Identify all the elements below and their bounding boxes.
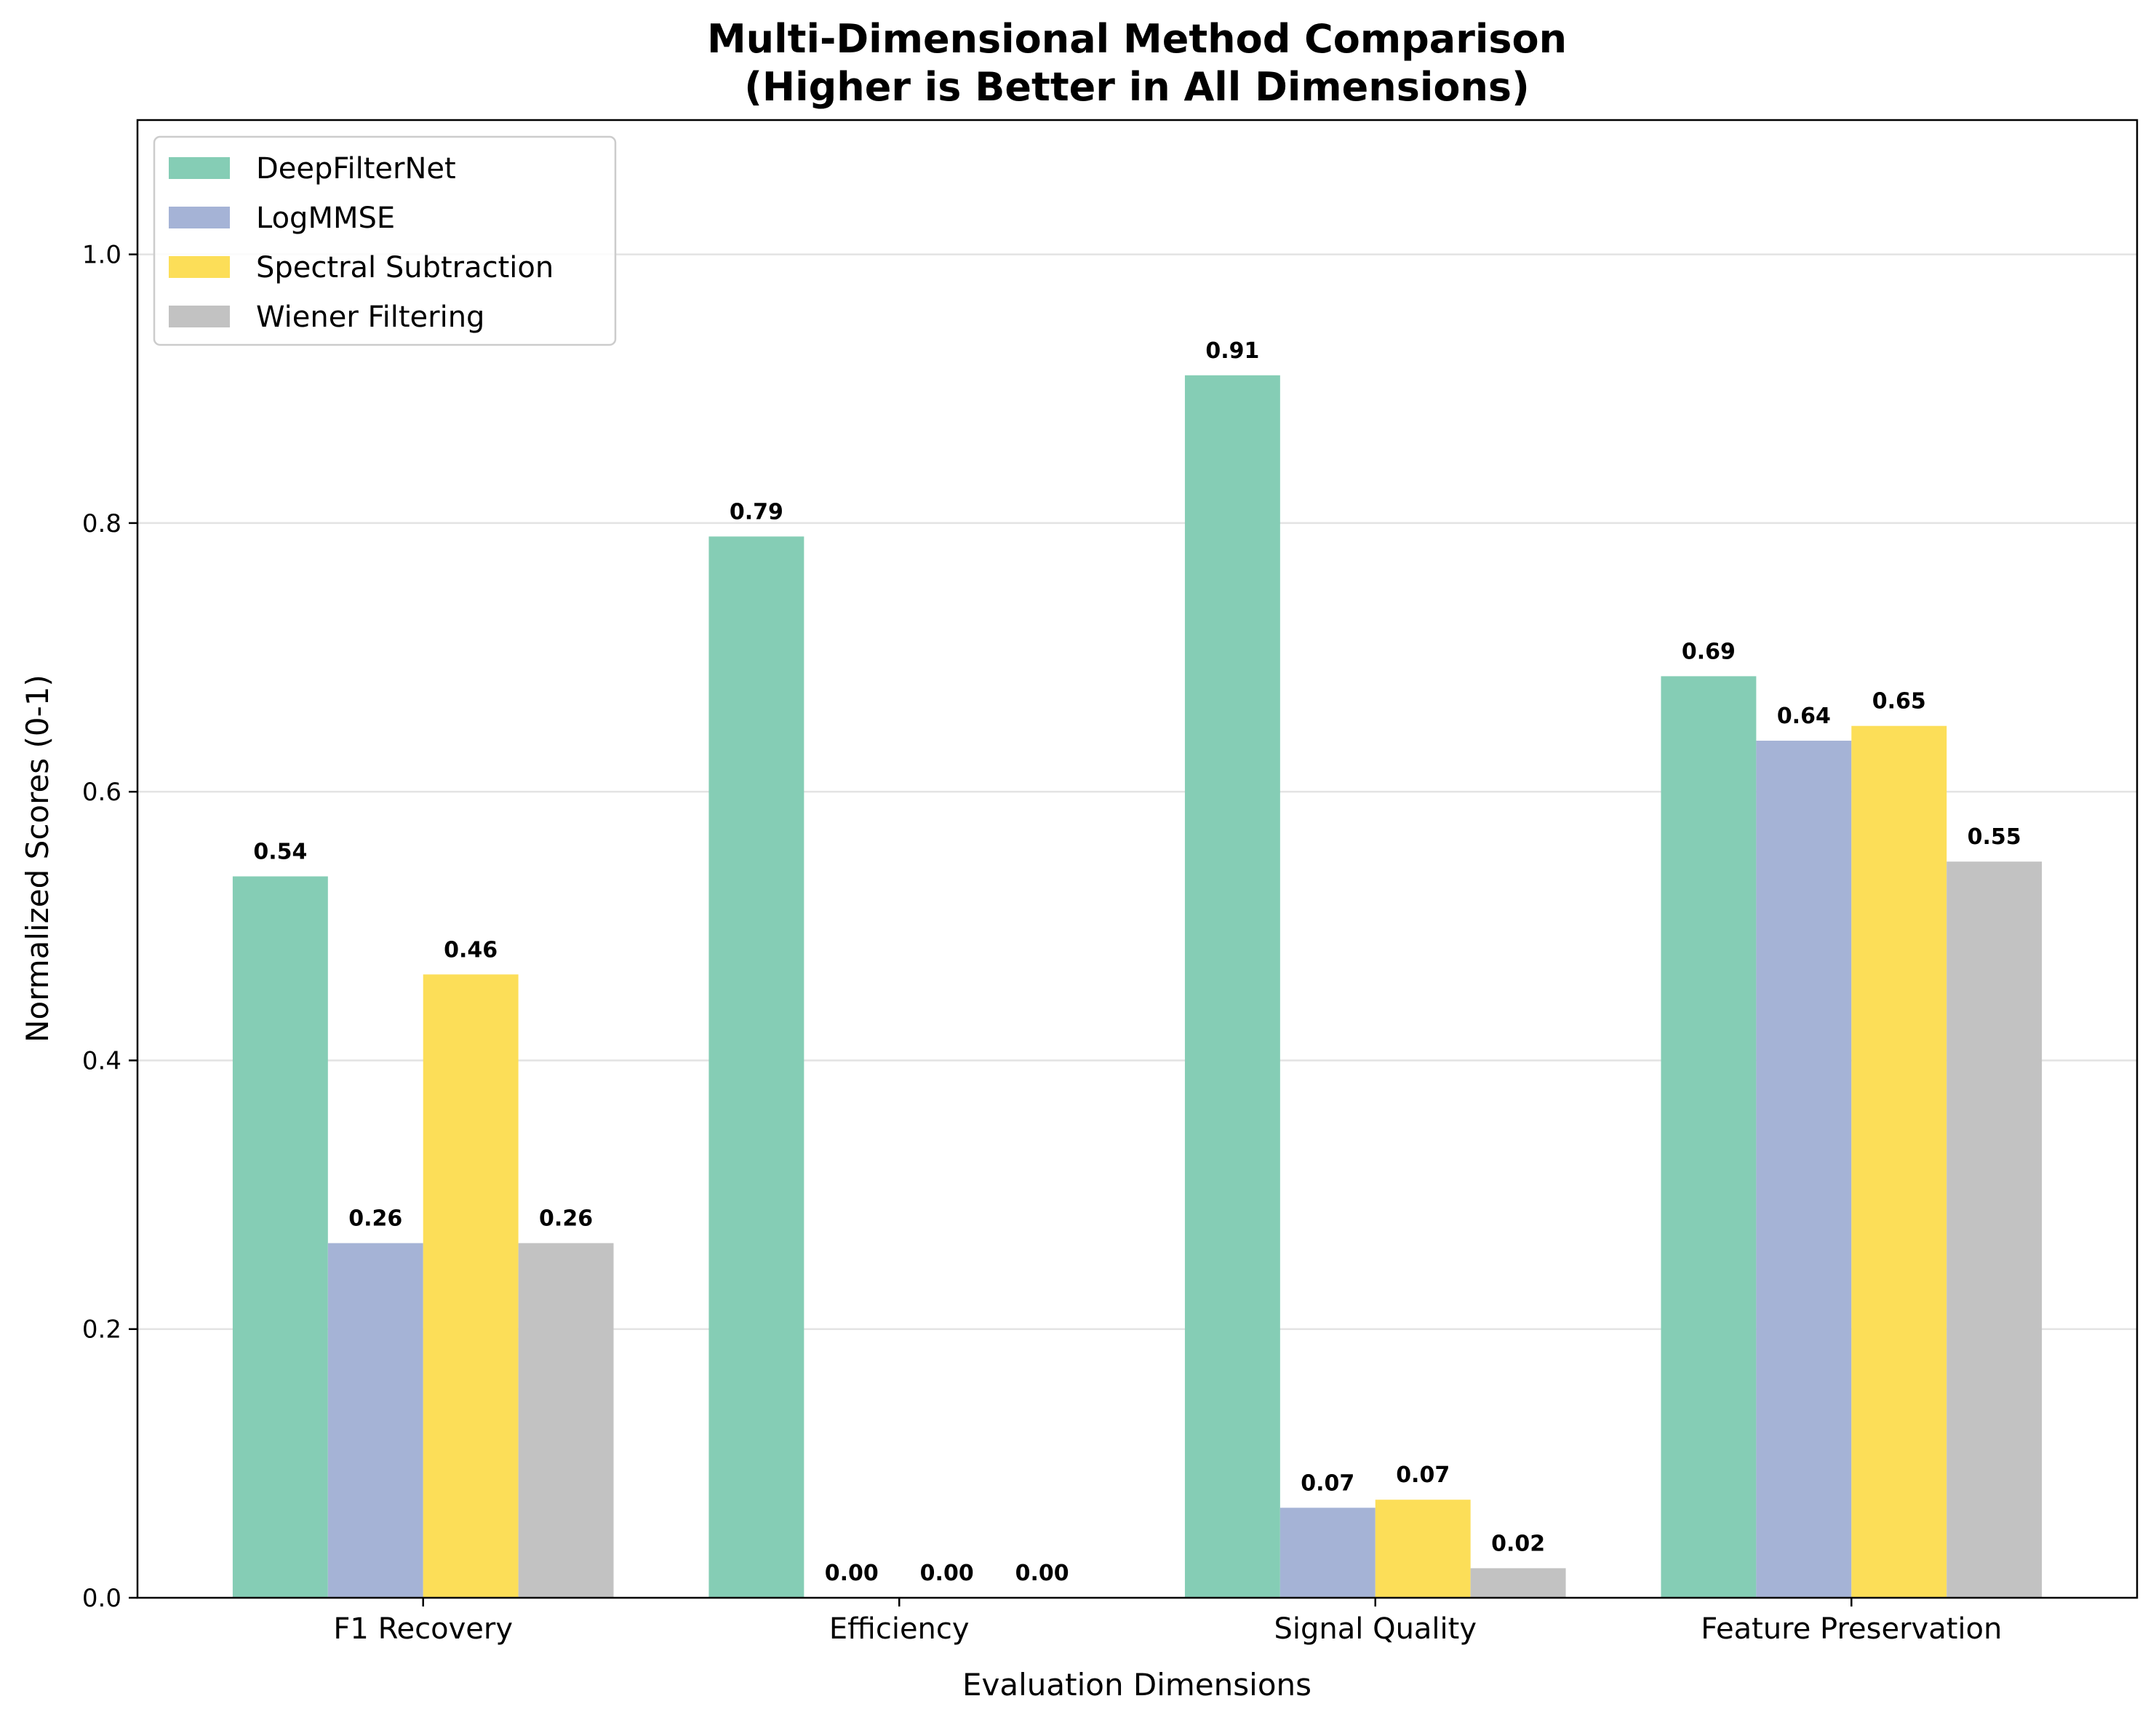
bar-value-label: 0.00 (825, 1561, 879, 1586)
bar-signal-quality-spectral-subtraction (1375, 1500, 1471, 1598)
bar-value-label: 0.46 (444, 937, 498, 963)
bar-f1-recovery-spectral-subtraction (423, 974, 519, 1598)
bar-value-label: 0.79 (730, 499, 783, 525)
bar-efficiency-deepfilternet (708, 536, 804, 1598)
y-tick-label: 0.2 (82, 1315, 121, 1345)
bar-value-label: 0.69 (1682, 639, 1736, 664)
x-axis: F1 Recovery Efficiency Signal Quality Featu… (333, 1598, 2002, 1646)
bar-value-label: 0.07 (1396, 1462, 1450, 1488)
bar-signal-quality-wiener-filtering (1470, 1568, 1566, 1598)
bar-f1-recovery-logmmse (327, 1243, 423, 1598)
legend-swatch (169, 157, 230, 179)
legend-swatch (169, 256, 230, 278)
bar-signal-quality-logmmse (1279, 1508, 1376, 1598)
x-tick-label: Efficiency (829, 1612, 970, 1646)
chart-title-line-2: (Higher is Better in All Dimensions) (744, 64, 1530, 110)
bar-f1-recovery-deepfilternet (232, 876, 328, 1598)
bar-value-label: 0.26 (539, 1206, 593, 1232)
bar-value-label: 0.07 (1301, 1470, 1354, 1496)
bar-value-label: 0.64 (1777, 704, 1831, 729)
bar-feature-preservation-deepfilternet (1661, 676, 1757, 1598)
y-tick-label: 1.0 (82, 241, 121, 270)
x-tick-label: Signal Quality (1274, 1612, 1477, 1646)
y-tick-label: 0.0 (82, 1584, 121, 1613)
x-tick-label: Feature Preservation (1701, 1612, 2002, 1646)
plot-frame (136, 119, 2139, 1599)
y-tick-label: 0.4 (82, 1046, 121, 1075)
bar-value-label: 0.91 (1205, 338, 1259, 364)
legend-label: DeepFilterNet (256, 152, 456, 186)
y-axis: 0.0 0.2 0.4 0.6 0.8 1.0 (82, 241, 137, 1613)
bar-value-label: 0.55 (1968, 824, 2021, 850)
bar-value-label: 0.26 (348, 1206, 402, 1232)
bar-signal-quality-deepfilternet (1184, 375, 1280, 1598)
legend-label: LogMMSE (256, 202, 395, 235)
x-axis-label: Evaluation Dimensions (962, 1667, 1311, 1703)
y-tick-label: 0.8 (82, 509, 121, 538)
bar-value-label: 0.54 (253, 840, 307, 865)
chart-title-line-1: Multi-Dimensional Method Comparison (707, 16, 1567, 62)
y-axis-label: Normalized Scores (0-1) (20, 674, 55, 1043)
bar-value-label: 0.02 (1491, 1531, 1545, 1556)
legend: DeepFilterNet LogMMSE Spectral Subtraction… (153, 135, 617, 346)
bar-value-label: 0.65 (1872, 689, 1926, 714)
bars: 0.54 0.26 0.46 0.26 0.79 0.00 0.00 0.00 0.91 0.07… (232, 338, 2043, 1598)
legend-swatch (169, 306, 230, 327)
bar-f1-recovery-wiener-filtering (518, 1243, 614, 1598)
x-tick-label: F1 Recovery (333, 1612, 513, 1646)
bar-feature-preservation-spectral-subtraction (1851, 725, 1947, 1598)
bar-value-label: 0.00 (920, 1561, 974, 1586)
y-tick-label: 0.6 (82, 778, 121, 807)
legend-swatch (169, 207, 230, 228)
legend-label: Spectral Subtraction (256, 251, 554, 284)
bar-feature-preservation-wiener-filtering (1947, 861, 2043, 1598)
bar-feature-preservation-logmmse (1756, 741, 1852, 1598)
legend-label: Wiener Filtering (256, 300, 484, 334)
bar-value-label: 0.00 (1015, 1561, 1069, 1586)
legend-box (153, 135, 617, 346)
